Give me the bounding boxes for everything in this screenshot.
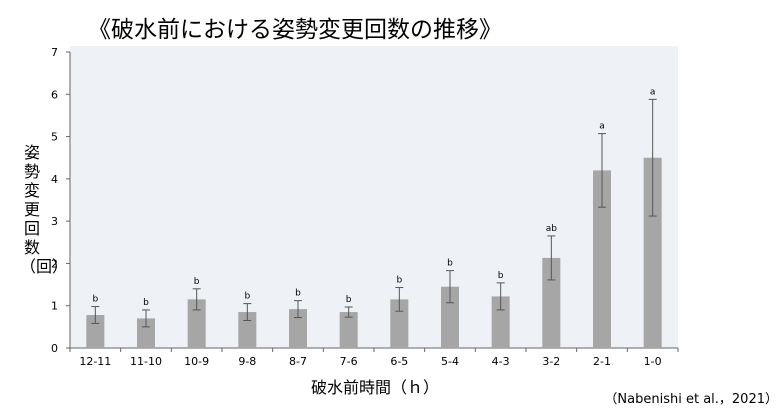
significance-label: b	[447, 259, 453, 269]
plot-area	[70, 46, 678, 348]
bar	[86, 315, 105, 348]
significance-label: b	[295, 289, 301, 299]
bar	[441, 286, 459, 348]
x-tick-label: 2-1	[593, 355, 611, 368]
x-tick-label: 6-5	[390, 355, 408, 368]
x-tick-label: 5-4	[441, 355, 459, 368]
x-tick-label: 1-0	[644, 355, 662, 368]
bar	[390, 299, 409, 348]
chart-title: 《破水前における姿勢変更回数の推移》	[88, 17, 502, 43]
bar	[339, 312, 358, 348]
x-tick-label: 12-11	[79, 355, 111, 368]
y-tick-label: 7	[51, 46, 58, 59]
citation: （Nabenishi et al.，2021）	[604, 392, 778, 407]
bar	[137, 318, 155, 348]
x-tick-label: 10-9	[184, 355, 209, 368]
x-tick-label: 4-3	[492, 355, 510, 368]
significance-label: b	[498, 271, 504, 281]
significance-label: b	[396, 276, 402, 286]
x-tick-label: 8-7	[289, 355, 307, 368]
significance-label: ab	[546, 224, 558, 234]
y-tick-label: 2	[51, 257, 58, 270]
bar	[491, 296, 510, 348]
x-tick-label: 9-8	[238, 355, 256, 368]
y-tick-label: 6	[51, 88, 58, 101]
significance-label: a	[599, 122, 605, 132]
x-tick-label: 11-10	[130, 355, 162, 368]
bar	[238, 312, 257, 348]
x-tick-label: 7-6	[340, 355, 358, 368]
y-tick-label: 4	[51, 173, 58, 186]
significance-label: a	[650, 87, 656, 97]
y-tick-label: 3	[51, 215, 58, 228]
bar	[187, 299, 206, 348]
significance-label: b	[92, 295, 98, 305]
significance-label: b	[194, 277, 200, 287]
bar	[643, 157, 662, 348]
significance-label: b	[244, 292, 250, 302]
x-axis-label: 破水前時間（ｈ）	[310, 378, 439, 397]
y-tick-label: 5	[51, 131, 58, 144]
bar	[289, 309, 307, 348]
significance-label: b	[143, 298, 149, 308]
bar	[542, 257, 561, 348]
x-tick-label: 3-2	[542, 355, 560, 368]
bar	[593, 170, 611, 348]
y-tick-label: 1	[51, 300, 58, 313]
significance-label: b	[346, 295, 352, 305]
y-tick-label: 0	[51, 342, 58, 355]
